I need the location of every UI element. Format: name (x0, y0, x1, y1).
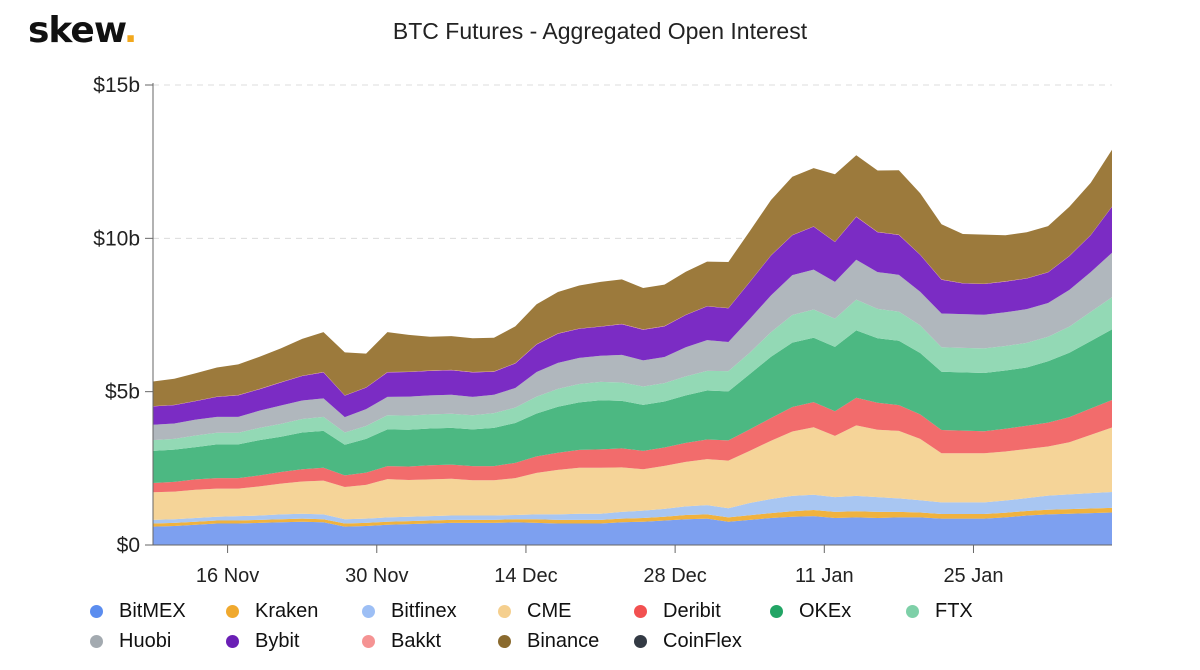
legend-label: Kraken (255, 600, 319, 622)
legend-item-bakkt[interactable]: Bakkt (362, 630, 441, 653)
legend-marker (362, 605, 375, 618)
x-tick-label: 30 Nov (345, 565, 408, 587)
legend-item-ftx[interactable]: FTX (906, 600, 973, 623)
legend-item-coinflex[interactable]: CoinFlex (634, 630, 742, 653)
series-area-huobi (153, 252, 1112, 441)
legend-item-deribit[interactable]: Deribit (634, 600, 721, 623)
y-tick-label: $15b (93, 74, 140, 97)
chart-title: BTC Futures - Aggregated Open Interest (392, 18, 808, 44)
legend-item-bybit[interactable]: Bybit (226, 630, 299, 653)
series-area-okex (153, 329, 1112, 484)
brand-name: skew (28, 10, 125, 51)
legend-marker (362, 635, 375, 648)
legend-label: Deribit (663, 600, 721, 622)
x-tick-label: 14 Dec (494, 565, 557, 587)
legend-item-bitfinex[interactable]: Bitfinex (362, 600, 457, 623)
y-tick-label: $0 (117, 534, 140, 557)
legend-item-kraken[interactable]: Kraken (226, 600, 318, 623)
series-area-bitfinex (153, 491, 1112, 524)
brand-dot: . (123, 10, 138, 51)
area-chart: $0 $5b $10b $15b 16 Nov 30 Nov 14 Dec 28 Dec 11 … (93, 74, 1112, 587)
series-area-bitmex (153, 512, 1112, 545)
legend-marker (770, 605, 783, 618)
legend-item-huobi[interactable]: Huobi (90, 630, 171, 653)
legend-label: Bybit (255, 630, 300, 652)
y-tick-label: $10b (93, 227, 140, 250)
x-tick-label: 28 Dec (643, 565, 706, 587)
legend-label: CoinFlex (663, 630, 742, 652)
legend-item-bitmex[interactable]: BitMEX (90, 600, 186, 623)
legend-item-okex[interactable]: OKEx (770, 600, 851, 623)
legend-label: Bakkt (391, 630, 442, 652)
legend-item-binance[interactable]: Binance (498, 630, 599, 653)
series-areas (153, 149, 1112, 545)
legend-label: Binance (527, 630, 600, 652)
legend-marker (906, 605, 919, 618)
axes: $0 $5b $10b $15b 16 Nov 30 Nov 14 Dec 28 Dec 11 … (93, 74, 1112, 587)
x-tick-label: 16 Nov (196, 565, 259, 587)
legend-label: CME (527, 600, 572, 622)
y-tick-label: $5b (105, 381, 140, 404)
legend-marker (90, 605, 103, 618)
x-tick-label: 11 Jan (795, 565, 854, 587)
legend-marker (498, 635, 511, 648)
legend-label: BitMEX (119, 600, 186, 622)
series-area-bybit (153, 206, 1112, 425)
series-area-deribit (153, 397, 1112, 493)
legend-marker (498, 605, 511, 618)
legend-marker (226, 635, 239, 648)
legend-label: OKEx (799, 600, 852, 622)
series-area-kraken (153, 507, 1112, 527)
series-area-binance (153, 149, 1112, 407)
legend-marker (226, 605, 239, 618)
legend-marker (634, 605, 647, 618)
legend-label: FTX (935, 600, 973, 622)
series-area-cme (153, 425, 1112, 520)
legend-marker (90, 635, 103, 648)
legend-label: Bitfinex (391, 600, 457, 622)
x-tick-label: 25 Jan (943, 565, 1003, 587)
brand-logo: skew. (28, 10, 138, 51)
series-area-ftx (153, 297, 1112, 451)
legend-item-cme[interactable]: CME (498, 600, 571, 623)
legend-label: Huobi (119, 630, 172, 652)
legend-marker (634, 635, 647, 648)
